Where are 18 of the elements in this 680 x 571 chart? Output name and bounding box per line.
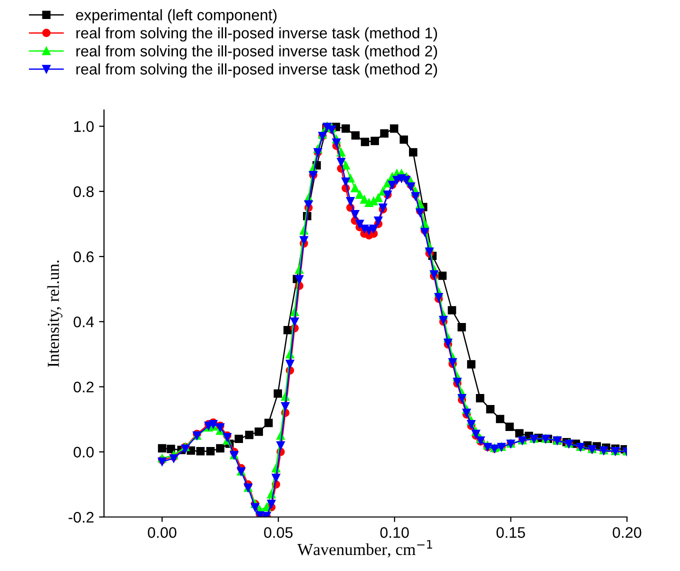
legend-label: real from solving the ill-posed inverse task (method 2) [76, 63, 438, 78]
x-tick-label: 0.00 [148, 527, 176, 538]
x-tick-label: 0.15 [496, 527, 526, 538]
x-tick-label: 0.20 [612, 527, 642, 538]
y-axis-title: Intensity, rel.un. [47, 260, 62, 367]
y-tick-label: 0.4 [74, 316, 94, 328]
y-tick-label: 0.2 [74, 382, 94, 392]
y-tick-label: 1.0 [74, 121, 94, 132]
y-tick-label: 0.0 [74, 446, 94, 458]
y-tick-label: 0.6 [74, 251, 94, 262]
y-tick-label: -0.2 [68, 512, 94, 523]
legend-label: experimental (left component) [76, 9, 277, 24]
y-tick-label: 0.8 [74, 186, 94, 198]
x-tick-label: 0.10 [380, 527, 409, 538]
x-tick-label: 0.05 [264, 527, 293, 538]
legend-label: real from solving the ill-posed inverse task (method 2) [76, 45, 438, 60]
x-axis-title: Wavenumber, cm$^{−1}$ [297, 540, 432, 558]
legend-label: real from solving the ill-posed inverse task (method 1) [76, 27, 438, 42]
